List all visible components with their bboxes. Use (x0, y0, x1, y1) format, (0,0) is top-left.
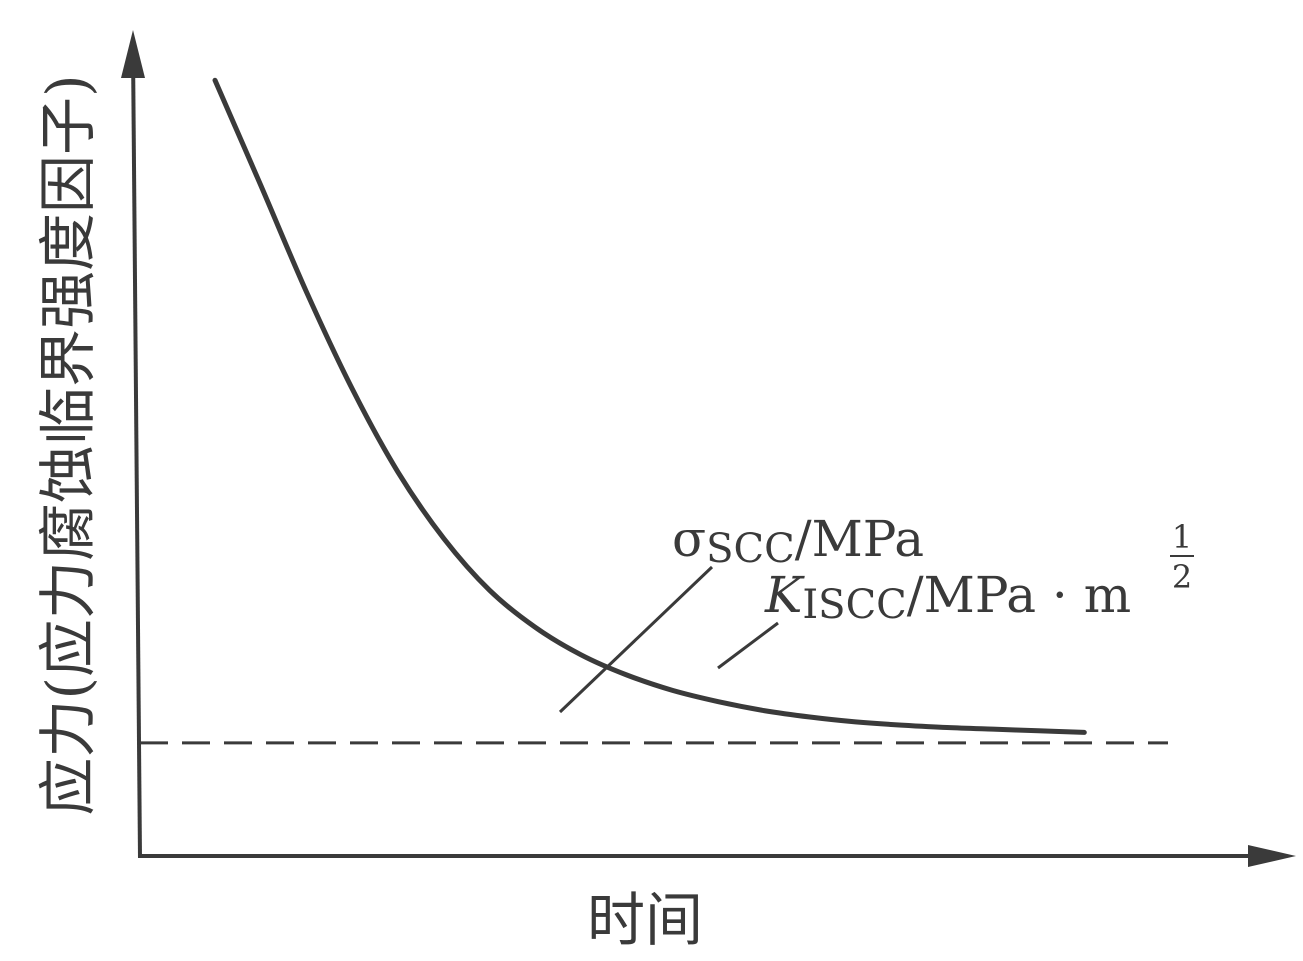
x-axis-label: 时间 (587, 886, 703, 954)
k-exponent-numerator: 1 (1172, 518, 1192, 556)
k-exponent-denominator: 2 (1172, 558, 1192, 596)
k-annotation: KISCC/MPa · m (764, 566, 1131, 628)
y-axis-arrow (121, 30, 145, 78)
k-subscript: ISCC (802, 582, 906, 628)
x-axis-arrow (1248, 845, 1296, 867)
y-axis-label: 应力(应力腐蚀临界强度因子) (34, 74, 102, 815)
sigma-unit: /MPa (795, 510, 924, 568)
k-unit: /MPa · m (907, 566, 1131, 624)
sigma-annotation: σSCC/MPa (672, 510, 924, 572)
k-leader-line (717, 621, 779, 670)
k-symbol: K (764, 566, 805, 624)
series-line (212, 77, 1087, 735)
sigma-subscript: SCC (706, 526, 795, 572)
y-axis (131, 49, 142, 859)
sigma-leader-line (558, 565, 714, 714)
sigma-symbol: σ (672, 510, 706, 568)
